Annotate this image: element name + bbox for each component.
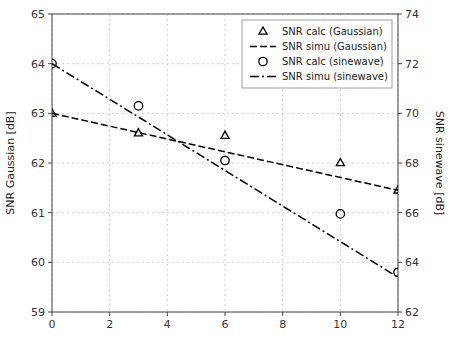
x-tick-label: 4 bbox=[164, 318, 171, 331]
legend: SNR calc (Gaussian) SNR simu (Gaussian) SN… bbox=[242, 20, 392, 88]
y2-tick-label: 66 bbox=[405, 207, 419, 220]
y-tick-label: 59 bbox=[31, 306, 45, 319]
x-tick-label: 6 bbox=[222, 318, 229, 331]
x-tick-label: 8 bbox=[279, 318, 286, 331]
y2-tick bbox=[398, 312, 402, 313]
x-tick bbox=[282, 312, 283, 316]
y-tick-label: 64 bbox=[31, 58, 45, 71]
legend-box bbox=[242, 20, 392, 88]
grid-line-y bbox=[52, 212, 398, 213]
series-point bbox=[336, 159, 344, 166]
y-tick bbox=[48, 312, 52, 313]
y2-tick-label: 64 bbox=[405, 256, 419, 269]
legend-swatch bbox=[250, 76, 276, 78]
chart-container: 0246810125960616263646562646668707274SNR… bbox=[0, 0, 450, 340]
legend-label: SNR calc (sinewave) bbox=[282, 56, 384, 67]
grid-line-y bbox=[52, 113, 398, 114]
y-tick-label: 61 bbox=[31, 207, 45, 220]
x-tick bbox=[340, 312, 341, 316]
y-tick bbox=[48, 163, 52, 164]
series-point bbox=[221, 131, 229, 138]
x-tick bbox=[52, 312, 53, 316]
series-point bbox=[52, 109, 56, 116]
y2-axis-label: SNR sinewave [dB] bbox=[433, 111, 446, 216]
y-tick-label: 60 bbox=[31, 256, 45, 269]
series-point bbox=[134, 102, 142, 110]
y2-tick-label: 62 bbox=[405, 306, 419, 319]
y2-tick-label: 70 bbox=[405, 107, 419, 120]
y-tick-label: 65 bbox=[31, 8, 45, 21]
y2-tick bbox=[398, 14, 402, 15]
y2-tick bbox=[398, 212, 402, 213]
grid-line-x bbox=[225, 14, 226, 312]
grid bbox=[52, 14, 398, 312]
y-axis-label: SNR Gaussian [dB] bbox=[4, 111, 17, 214]
grid-line-y bbox=[52, 163, 398, 164]
y2-tick bbox=[398, 63, 402, 64]
x-tick bbox=[398, 312, 399, 316]
y-tick bbox=[48, 262, 52, 263]
x-tick-label: 12 bbox=[391, 318, 405, 331]
x-tick-label: 0 bbox=[49, 318, 56, 331]
x-tick bbox=[109, 312, 110, 316]
x-tick bbox=[167, 312, 168, 316]
series-point bbox=[221, 156, 229, 164]
legend-label: SNR simu (sinewave) bbox=[282, 71, 388, 82]
x-tick-label: 2 bbox=[106, 318, 113, 331]
y2-tick bbox=[398, 262, 402, 263]
y-tick bbox=[48, 113, 52, 114]
legend-label: SNR calc (Gaussian) bbox=[282, 26, 383, 37]
y-tick-label: 62 bbox=[31, 157, 45, 170]
y2-tick bbox=[398, 163, 402, 164]
chart: 0246810125960616263646562646668707274SNR… bbox=[0, 0, 450, 340]
series-point bbox=[336, 210, 344, 218]
grid-line-y bbox=[52, 262, 398, 263]
y-tick bbox=[48, 63, 52, 64]
x-tick bbox=[225, 312, 226, 316]
y2-tick-label: 74 bbox=[405, 8, 419, 21]
background bbox=[0, 0, 450, 340]
legend-swatch bbox=[250, 46, 276, 48]
axes: 0246810125960616263646562646668707274 bbox=[31, 8, 419, 331]
data bbox=[52, 59, 398, 277]
x-tick-label: 10 bbox=[333, 318, 347, 331]
series-line bbox=[52, 113, 398, 190]
y-tick bbox=[48, 14, 52, 15]
y2-tick-label: 72 bbox=[405, 58, 419, 71]
y2-tick bbox=[398, 113, 402, 114]
legend-swatch bbox=[259, 57, 267, 65]
legend-swatch bbox=[259, 27, 267, 34]
plot-frame bbox=[52, 14, 398, 312]
y-tick-label: 63 bbox=[31, 107, 45, 120]
grid-line-x bbox=[109, 14, 110, 312]
y-tick bbox=[48, 212, 52, 213]
legend-label: SNR simu (Gaussian) bbox=[282, 41, 387, 52]
y2-tick-label: 68 bbox=[405, 157, 419, 170]
series-line bbox=[52, 64, 398, 278]
